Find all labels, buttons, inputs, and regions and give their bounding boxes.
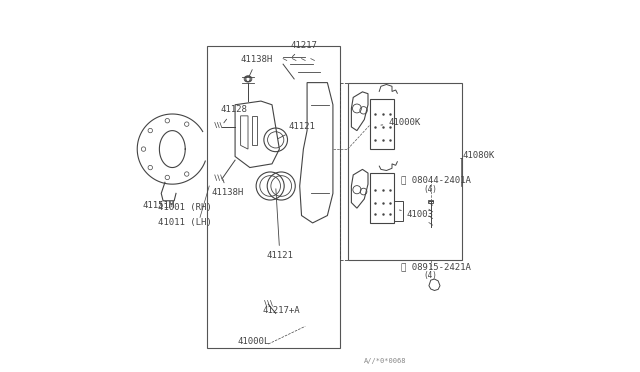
Text: 41138H: 41138H	[211, 179, 243, 197]
Text: 41217+A: 41217+A	[263, 307, 300, 315]
Text: 41151M: 41151M	[143, 201, 175, 210]
Text: 41121: 41121	[278, 122, 316, 139]
Text: 41128: 41128	[220, 105, 247, 123]
Text: 41001 (RH): 41001 (RH)	[157, 203, 211, 212]
Text: 41138H: 41138H	[241, 55, 273, 76]
Text: 41003: 41003	[399, 210, 434, 219]
Text: (4): (4)	[424, 270, 437, 280]
Text: 41121: 41121	[266, 189, 293, 260]
Text: 41011 (LH): 41011 (LH)	[157, 218, 211, 227]
Text: ⓜ 08915-2421A: ⓜ 08915-2421A	[401, 262, 471, 271]
Text: 41000L: 41000L	[237, 337, 269, 346]
Text: A//*0*0068: A//*0*0068	[364, 358, 407, 364]
Text: 41217: 41217	[291, 41, 317, 57]
Text: 41000K: 41000K	[381, 118, 420, 127]
Text: Ⓑ 08044-2401A: Ⓑ 08044-2401A	[401, 175, 471, 184]
Text: 41080K: 41080K	[462, 151, 495, 160]
Text: (4): (4)	[424, 185, 437, 193]
